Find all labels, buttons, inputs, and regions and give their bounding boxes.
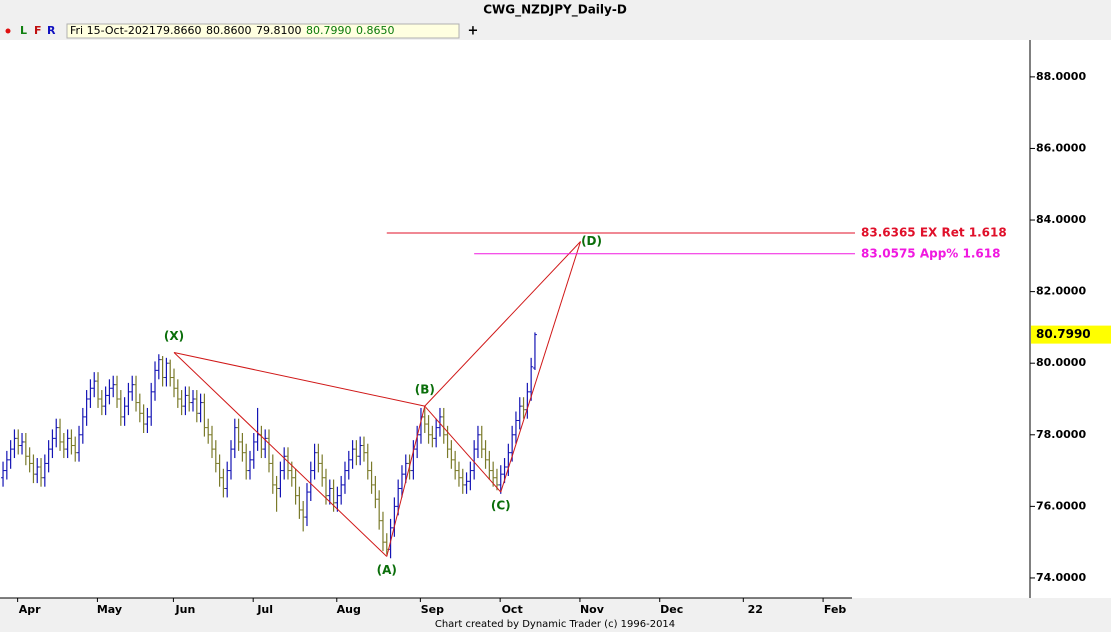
- info-low: 79.8100: [256, 24, 302, 37]
- x-tick-label: Jun: [175, 603, 196, 616]
- info-close: 80.7990: [306, 24, 352, 37]
- pattern-line: [173, 351, 425, 407]
- y-tick-label: 88.0000: [1036, 70, 1086, 83]
- info-high: 80.8600: [206, 24, 252, 37]
- y-tick-label: 76.0000: [1036, 499, 1086, 512]
- footer: Chart created by Dynamic Trader (c) 1996…: [435, 619, 675, 630]
- x-tick-label: Aug: [337, 603, 361, 616]
- pattern-label: (D): [581, 234, 602, 248]
- toolbar-button[interactable]: R: [47, 24, 56, 37]
- pattern-line: [173, 352, 388, 557]
- pattern-line: [424, 405, 502, 493]
- x-tick-label: May: [97, 603, 122, 616]
- plot-area: [0, 40, 1030, 598]
- x-tick-label: Apr: [19, 603, 41, 616]
- status-dot: [5, 28, 11, 34]
- add-button[interactable]: +: [468, 24, 479, 39]
- info-date: Fri 15-Oct-2021: [70, 24, 156, 37]
- x-tick-label: Dec: [660, 603, 683, 616]
- x-tick-label: Sep: [421, 603, 444, 616]
- info-box: [66, 23, 460, 39]
- toolbar-button[interactable]: L: [20, 24, 27, 37]
- info-change: 0.8650: [356, 24, 395, 37]
- level-label: 83.0575 App% 1.618: [861, 246, 1000, 260]
- pattern-line: [386, 406, 426, 557]
- info-open: 79.8660: [156, 24, 202, 37]
- last-price-label: 80.7990: [1036, 327, 1091, 341]
- x-tick-label: 22: [748, 603, 763, 616]
- y-tick-label: 80.0000: [1036, 356, 1086, 369]
- x-tick-label: Feb: [824, 603, 847, 616]
- pattern-line: [424, 241, 581, 407]
- last-price-box: [1031, 325, 1111, 344]
- y-axis-area: [1030, 40, 1111, 598]
- pattern-label: (X): [164, 329, 184, 343]
- pattern-label: (C): [491, 499, 511, 513]
- x-tick-label: Nov: [580, 603, 605, 616]
- x-tick-label: Oct: [502, 603, 523, 616]
- chart-title: CWG_NZDJPY_Daily-D: [483, 3, 627, 18]
- pattern-label: (B): [415, 383, 435, 397]
- y-tick-label: 82.0000: [1036, 285, 1086, 298]
- y-tick-label: 74.0000: [1036, 571, 1086, 584]
- y-tick-label: 84.0000: [1036, 213, 1086, 226]
- x-tick-label: Jul: [256, 603, 273, 616]
- pattern-line: [500, 241, 582, 493]
- toolbar-button[interactable]: F: [34, 24, 42, 37]
- y-tick-label: 78.0000: [1036, 428, 1086, 441]
- y-tick-label: 86.0000: [1036, 141, 1086, 154]
- pattern-label: (A): [377, 563, 397, 577]
- level-label: 83.6365 EX Ret 1.618: [861, 226, 1007, 240]
